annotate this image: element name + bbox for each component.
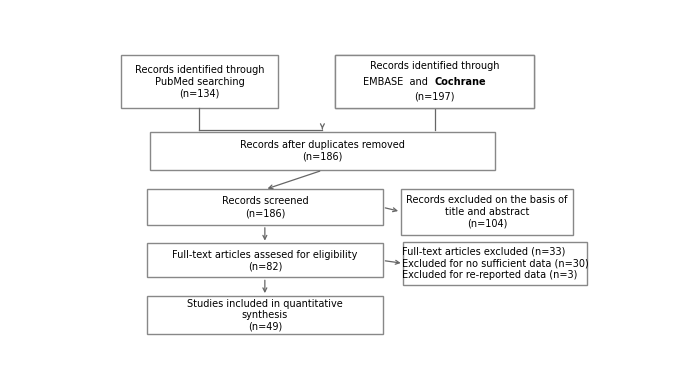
Text: Records screened
(n=186): Records screened (n=186)	[221, 197, 308, 218]
Text: Studies included in quantitative
synthesis
(n=49): Studies included in quantitative synthes…	[187, 298, 343, 332]
Text: Records identified through: Records identified through	[370, 61, 500, 71]
FancyBboxPatch shape	[335, 55, 535, 108]
Text: Records identified through
EMBASE  and  Cochrane
(n=197): Records identified through EMBASE and Co…	[370, 65, 500, 98]
FancyBboxPatch shape	[401, 189, 574, 235]
Text: Cochrane: Cochrane	[434, 76, 486, 86]
Text: Full-text articles assesed for eligibility
(n=82): Full-text articles assesed for eligibili…	[172, 250, 358, 271]
FancyBboxPatch shape	[404, 242, 587, 285]
Text: Records after duplicates removed
(n=186): Records after duplicates removed (n=186)	[240, 140, 405, 162]
FancyBboxPatch shape	[147, 189, 383, 225]
Text: Records identified through
PubMed searching
(n=134): Records identified through PubMed search…	[135, 65, 264, 98]
FancyBboxPatch shape	[121, 55, 278, 108]
Text: EMBASE  and: EMBASE and	[363, 76, 434, 86]
FancyBboxPatch shape	[147, 296, 383, 334]
Text: (n=197): (n=197)	[414, 92, 455, 102]
FancyBboxPatch shape	[150, 132, 495, 170]
FancyBboxPatch shape	[147, 243, 383, 278]
Text: Full-text articles excluded (n=33)
Excluded for no sufficient data (n=30)
Exclud: Full-text articles excluded (n=33) Exclu…	[402, 247, 589, 280]
Text: Records excluded on the basis of
title and abstract
(n=104): Records excluded on the basis of title a…	[406, 195, 568, 228]
FancyBboxPatch shape	[335, 55, 535, 108]
